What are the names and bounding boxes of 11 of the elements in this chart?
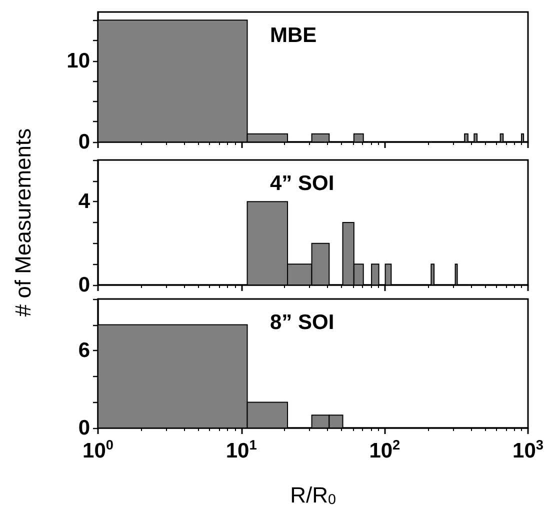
- y-tick-label: 0: [78, 416, 90, 440]
- y-tick-label: 6: [78, 339, 90, 362]
- text: 8” SOI: [270, 311, 334, 334]
- y-tick-label: 0: [78, 130, 90, 154]
- x-axis-title: R/R0: [290, 482, 336, 508]
- y-tick-label: 4: [78, 190, 90, 214]
- text: 4” SOI: [270, 172, 334, 195]
- y-tick-label: 0: [78, 274, 90, 296]
- y-tick-label: 10: [66, 49, 90, 72]
- y-axis-title: # of Measurements: [10, 128, 36, 317]
- text: MBE: [270, 24, 317, 47]
